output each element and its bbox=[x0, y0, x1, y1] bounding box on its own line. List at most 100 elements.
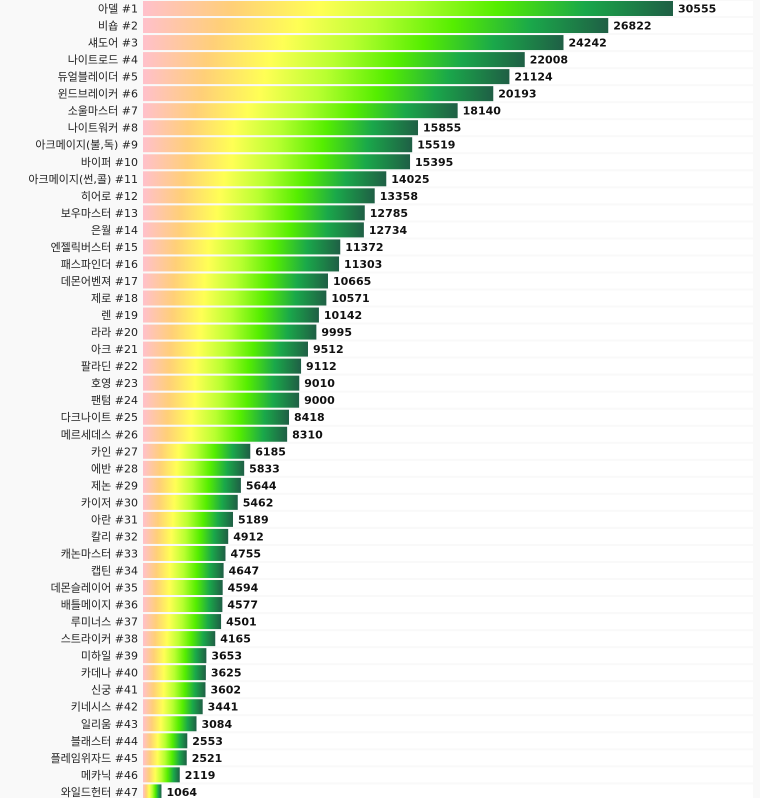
value-label: 4912 bbox=[233, 530, 264, 543]
value-label: 26822 bbox=[613, 20, 651, 33]
bar bbox=[143, 460, 245, 476]
category-label: 배틀메이지 #36 bbox=[61, 599, 138, 612]
value-label: 4594 bbox=[228, 582, 259, 595]
category-label: 캐논마스터 #33 bbox=[61, 547, 138, 560]
category-label: 소울마스터 #7 bbox=[68, 105, 138, 118]
bar bbox=[143, 120, 419, 136]
row-background bbox=[143, 665, 753, 681]
bar bbox=[143, 545, 226, 561]
category-label: 보우마스터 #13 bbox=[61, 207, 138, 220]
category-label: 팔라딘 #22 bbox=[81, 360, 138, 373]
value-label: 4501 bbox=[226, 616, 257, 629]
bar bbox=[143, 1, 673, 16]
category-label: 라라 #20 bbox=[91, 326, 138, 339]
category-label: 렌 #19 bbox=[101, 309, 138, 322]
bar bbox=[143, 222, 364, 238]
value-label: 13358 bbox=[380, 190, 418, 203]
bar bbox=[143, 750, 187, 766]
row-background bbox=[143, 477, 753, 493]
category-label: 히어로 #12 bbox=[81, 189, 138, 203]
value-label: 8418 bbox=[294, 411, 325, 424]
bar bbox=[143, 256, 340, 272]
row-background bbox=[143, 409, 753, 425]
bars-group: 아델 #1 30555 비숍 #2 26822 섀도어 #3 24242 나이트로드 #4 2… bbox=[28, 1, 753, 798]
bar bbox=[143, 341, 308, 357]
category-label: 다크나이트 #25 bbox=[61, 411, 138, 424]
value-label: 1064 bbox=[166, 786, 197, 798]
category-label: 바이퍼 #10 bbox=[81, 156, 138, 169]
category-label: 나이트워커 #8 bbox=[68, 122, 138, 135]
value-label: 10142 bbox=[324, 309, 362, 322]
value-label: 4755 bbox=[230, 547, 261, 560]
category-label: 플레임위자드 #45 bbox=[51, 752, 138, 765]
category-label: 블래스터 #44 bbox=[71, 735, 138, 748]
value-label: 5189 bbox=[238, 513, 269, 526]
category-label: 제논 #29 bbox=[91, 479, 138, 492]
category-label: 호영 #23 bbox=[91, 377, 138, 390]
value-label: 11303 bbox=[344, 258, 382, 271]
row-background bbox=[143, 784, 753, 798]
value-label: 4165 bbox=[220, 633, 251, 646]
value-label: 9995 bbox=[321, 326, 352, 339]
row-background bbox=[143, 528, 753, 544]
category-label: 카데나 #40 bbox=[81, 667, 138, 680]
row-background bbox=[143, 511, 753, 527]
bar bbox=[143, 665, 206, 681]
value-label: 5644 bbox=[246, 479, 277, 492]
bar bbox=[143, 597, 223, 613]
bar bbox=[143, 307, 319, 323]
category-label: 아크메이지(불,독) #9 bbox=[35, 139, 138, 152]
bar bbox=[143, 580, 223, 596]
bar bbox=[143, 205, 365, 221]
bar bbox=[143, 324, 317, 340]
bar bbox=[143, 699, 203, 715]
category-label: 데몬어벤져 #17 bbox=[61, 275, 138, 288]
value-label: 3653 bbox=[211, 650, 242, 663]
value-label: 15519 bbox=[417, 139, 455, 152]
category-label: 데몬슬레이어 #35 bbox=[51, 582, 138, 595]
value-label: 2553 bbox=[192, 735, 223, 748]
bar bbox=[143, 631, 216, 647]
row-background bbox=[143, 716, 753, 732]
category-label: 칼리 #32 bbox=[91, 530, 138, 543]
value-label: 5833 bbox=[249, 462, 280, 475]
category-label: 아델 #1 bbox=[98, 3, 138, 16]
bar bbox=[143, 409, 290, 425]
bar bbox=[143, 52, 525, 68]
value-label: 8310 bbox=[292, 428, 323, 441]
value-label: 9112 bbox=[306, 360, 337, 373]
value-label: 3441 bbox=[208, 701, 239, 714]
row-background bbox=[143, 648, 753, 664]
category-label: 메카닉 #46 bbox=[81, 769, 138, 782]
category-label: 아크 #21 bbox=[91, 343, 138, 356]
bar bbox=[143, 426, 288, 442]
category-label: 팬텀 #24 bbox=[91, 394, 138, 407]
value-label: 12785 bbox=[370, 207, 408, 220]
value-label: 21124 bbox=[514, 71, 553, 84]
value-label: 14025 bbox=[391, 173, 429, 186]
row-background bbox=[143, 631, 753, 647]
bar bbox=[143, 784, 162, 798]
bar bbox=[143, 511, 234, 527]
category-label: 아란 #31 bbox=[91, 513, 138, 526]
value-label: 2521 bbox=[192, 752, 223, 765]
value-label: 4647 bbox=[229, 564, 260, 577]
category-label: 윈드브레이커 #6 bbox=[58, 87, 138, 101]
row-background bbox=[143, 545, 753, 561]
value-label: 10571 bbox=[331, 292, 369, 305]
row-background bbox=[143, 699, 753, 715]
value-label: 3602 bbox=[210, 684, 241, 697]
bar bbox=[143, 103, 458, 119]
row-background bbox=[143, 562, 753, 578]
bar bbox=[143, 171, 387, 187]
row-background bbox=[143, 580, 753, 596]
value-label: 15855 bbox=[423, 122, 461, 135]
row-background bbox=[143, 597, 753, 613]
category-label: 듀얼블레이더 #5 bbox=[58, 70, 138, 84]
value-label: 20193 bbox=[498, 88, 536, 101]
value-label: 22008 bbox=[530, 54, 568, 67]
category-label: 일리움 #43 bbox=[81, 717, 138, 731]
category-label: 루미너스 #37 bbox=[71, 616, 138, 629]
category-label: 아크메이지(썬,콜) #11 bbox=[28, 173, 138, 186]
